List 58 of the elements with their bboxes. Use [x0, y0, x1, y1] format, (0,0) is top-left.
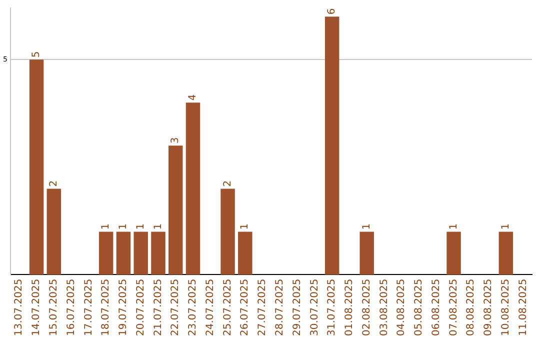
x-tick-label: 09.08.2025: [483, 278, 494, 336]
x-tick-label: 02.08.2025: [361, 278, 372, 336]
data-label: 1: [135, 223, 146, 230]
x-tick-label: 01.08.2025: [344, 278, 356, 336]
x-tick-label: 16.07.2025: [66, 278, 77, 336]
data-label: 1: [500, 223, 512, 230]
data-label: 1: [118, 223, 130, 230]
x-tick-label: 10.08.2025: [500, 278, 512, 336]
data-label: 6: [326, 8, 338, 15]
x-tick-label: 11.08.2025: [518, 278, 529, 336]
x-tick-label: 26.07.2025: [240, 278, 251, 336]
bar: [238, 232, 252, 275]
x-tick-label: 28.07.2025: [274, 278, 286, 336]
data-label: 1: [152, 223, 164, 230]
x-tick-label: 03.08.2025: [378, 278, 390, 336]
x-tick-label: 19.07.2025: [118, 278, 130, 336]
x-tick-label: 27.07.2025: [257, 278, 268, 336]
x-tick-label: 23.07.2025: [188, 278, 199, 336]
bar: [324, 16, 340, 275]
data-label: 4: [188, 94, 199, 101]
bar: [151, 232, 166, 275]
x-tick-label: 15.07.2025: [48, 278, 60, 336]
bar: [98, 232, 114, 275]
x-tick-label: 29.07.2025: [292, 278, 303, 336]
x-tick-label: 04.08.2025: [396, 278, 408, 336]
bar: [220, 188, 235, 275]
x-tick-label: 17.07.2025: [83, 278, 94, 336]
data-label: 1: [448, 223, 460, 230]
x-tick-label: 07.08.2025: [448, 278, 460, 336]
x-tick-label: 25.07.2025: [222, 278, 234, 336]
bar: [116, 232, 131, 275]
data-label: 2: [48, 180, 60, 187]
data-label: 1: [100, 223, 112, 230]
x-tick-label: 24.07.2025: [204, 278, 216, 336]
bar: [446, 232, 461, 275]
x-tick-label: 05.08.2025: [414, 278, 425, 336]
x-tick-label: 22.07.2025: [170, 278, 182, 336]
data-label: 1: [361, 223, 372, 230]
data-label: 1: [240, 223, 251, 230]
x-tick-label: 20.07.2025: [135, 278, 146, 336]
x-tick-label: 14.07.2025: [31, 278, 42, 336]
bar: [186, 102, 200, 275]
x-tick-label: 18.07.2025: [100, 278, 112, 336]
x-tick-label: 13.07.2025: [14, 278, 25, 336]
x-tick-label: 06.08.2025: [430, 278, 442, 336]
data-label: 2: [222, 180, 234, 187]
x-tick-label: 21.07.2025: [152, 278, 164, 336]
bar: [134, 232, 148, 275]
x-tick-label: 31.07.2025: [326, 278, 338, 336]
data-label: 3: [170, 137, 182, 144]
bar: [168, 146, 183, 275]
bar: [46, 188, 62, 275]
bar: [360, 232, 374, 275]
bar: [498, 232, 514, 275]
x-tick-label: 30.07.2025: [309, 278, 320, 336]
bar: [29, 60, 44, 275]
data-label: 5: [31, 51, 42, 58]
x-tick-label: 08.08.2025: [466, 278, 477, 336]
